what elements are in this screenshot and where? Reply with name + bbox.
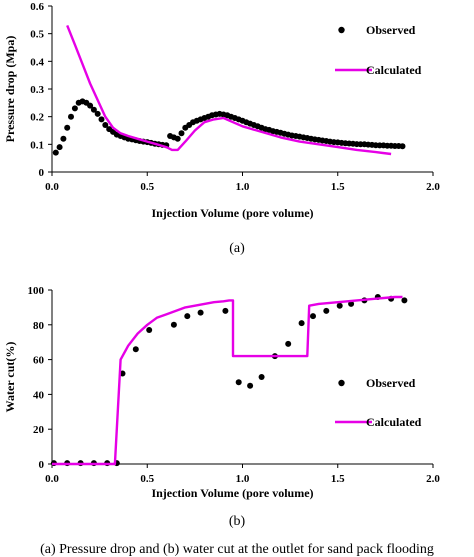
chart-a-y-tick-label: 0.3 [30,84,44,96]
chart-a-observed-point [102,122,109,128]
chart-b-observed-point [235,379,242,386]
figure-caption: (a) Pressure drop and (b) water cut at t… [40,542,434,557]
chart-a-x-tick-label: 1.5 [331,181,345,193]
chart-a-y-tick-label: 0.4 [30,56,44,68]
chart-a-y-tick-label: 0.2 [30,112,44,124]
chart-b-water-cut: 0.0 0.5 1.0 1.5 2.0 0 20 40 60 80 100 Injection Vol… [3,285,440,529]
chart-a-observed-point [56,144,63,151]
chart-a-sublabel: (a) [229,241,245,256]
chart-a-observed-point [174,135,181,142]
chart-a-legend-calculated-label: Calculated [366,63,422,77]
chart-b-observed-point [298,320,305,327]
chart-b-observed-point [336,302,343,309]
chart-b-x-tick-label: 2.0 [426,473,440,485]
chart-a-observed-point [399,143,406,150]
chart-b-observed-point [222,307,229,314]
chart-b-x-tick-label: 1.5 [331,473,345,485]
chart-a-series-calculated-line [66,24,392,156]
chart-b-observed-point [401,297,408,304]
chart-b-y-tick-label: 20 [33,424,45,436]
chart-b-y-tick-label: 40 [33,389,45,401]
chart-a-x-tick-label: 2.0 [426,181,440,193]
chart-a-y-tick-label: 0.6 [30,1,44,13]
chart-b-observed-point [258,374,265,380]
chart-a-y-tick-label: 0.1 [30,139,44,151]
chart-a-observed-point [71,105,78,112]
chart-a-observed-point [52,149,59,156]
chart-a-y-tick-label: 0 [39,167,45,179]
chart-a-observed-point [87,102,94,109]
chart-b-y-tick-label: 80 [33,320,45,332]
chart-b-observed-point [146,327,153,333]
chart-b-observed-point [310,313,316,320]
chart-b-legend-observed-label: Observed [366,376,416,390]
chart-b-observed-point [348,300,355,307]
chart-a-x-tick-label: 1.0 [236,181,250,193]
chart-a-legend: Observed Calculated [335,23,422,77]
chart-a-x-axis-label: Injection Volume (pore volume) [151,206,313,220]
chart-a-pressure-drop: 0.0 0.5 1.0 1.5 2.0 0 0.1 0.2 0.3 0.4 0.5 0.6 Inject… [3,1,440,256]
chart-b-y-axis-label: Water cut(%) [3,342,17,413]
chart-b-observed-point [247,382,254,389]
chart-a-legend-observed-marker [338,26,345,34]
chart-b-observed-point [285,340,292,347]
chart-b-x-tick-label: 0.0 [45,473,59,485]
chart-a-y-tick-label: 0.5 [30,29,44,41]
chart-b-observed-point [323,307,330,314]
chart-a-observed-point [178,130,185,137]
chart-b-series-calculated-line [52,295,403,466]
chart-b-x-tick-label: 0.5 [140,473,154,485]
chart-b-x-tick-label: 1.0 [236,473,250,485]
chart-b-legend: Observed Calculated [335,376,422,429]
chart-a-x-tick-label: 0.0 [45,181,59,193]
chart-a-legend-observed-label: Observed [366,23,416,37]
chart-a-observed-point [98,116,105,123]
chart-a-observed-point [68,113,74,120]
chart-b-x-axis-label: Injection Volume (pore volume) [151,486,313,500]
chart-b-observed-point [184,313,191,320]
chart-b-y-tick-label: 60 [33,355,45,367]
chart-a-y-axis-label: Pressure drop (Mpa) [3,36,17,143]
chart-b-y-tick-label: 100 [28,285,45,297]
chart-a-observed-point [90,106,97,113]
chart-b-sublabel: (b) [229,514,246,529]
chart-a-observed-point [64,124,71,131]
chart-b-observed-point [170,321,177,328]
chart-b-observed-point [197,309,204,316]
chart-b-observed-point [132,346,139,353]
chart-a-observed-point [94,110,101,117]
chart-a-x-tick-label: 0.5 [140,181,154,193]
chart-b-legend-observed-marker [338,379,345,387]
chart-b-y-tick-label: 0 [39,459,45,471]
chart-b-legend-calculated-label: Calculated [366,415,422,429]
chart-a-observed-point [60,135,67,142]
